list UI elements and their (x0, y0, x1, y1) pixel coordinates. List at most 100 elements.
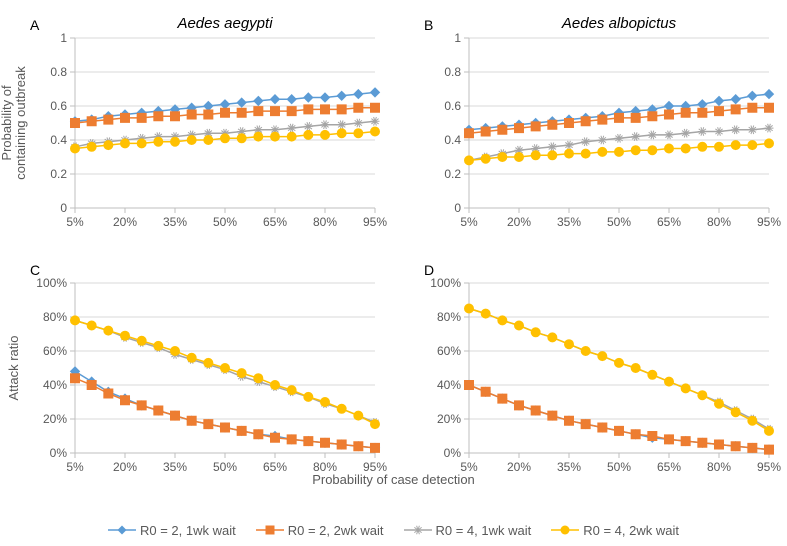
marker-icon (371, 88, 380, 97)
legend-item-s1: R0 = 2, 1wk wait (108, 523, 236, 538)
x-tick-label: 50% (606, 215, 630, 229)
marker-icon (137, 336, 146, 345)
panel-letter: D (424, 262, 434, 278)
marker-icon (464, 381, 473, 390)
panel-svg: 0%20%40%60%80%100%5%20%35%50%65%80%95%D (394, 255, 787, 495)
marker-icon (681, 384, 690, 393)
y-tick-label: 60% (436, 344, 460, 358)
marker-icon (714, 399, 723, 408)
marker-icon (597, 423, 606, 432)
marker-icon (714, 107, 723, 116)
legend-label: R0 = 2, 2wk wait (288, 523, 384, 538)
marker-icon (354, 119, 363, 128)
marker-icon (271, 433, 280, 442)
marker-icon (731, 105, 740, 114)
marker-icon (531, 328, 540, 337)
marker-icon (664, 435, 673, 444)
y-tick-label: 0.4 (444, 133, 461, 147)
marker-icon (564, 141, 573, 150)
y-tick-label: 0 (454, 201, 461, 215)
marker-icon (154, 406, 163, 415)
marker-icon (714, 142, 723, 151)
legend-swatch-icon (404, 523, 432, 537)
marker-icon (354, 103, 363, 112)
marker-icon (337, 91, 346, 100)
marker-icon (531, 406, 540, 415)
marker-icon (121, 139, 130, 148)
marker-icon (104, 115, 113, 124)
marker-icon (287, 132, 296, 141)
marker-icon (204, 110, 213, 119)
legend-swatch-icon (108, 523, 136, 537)
marker-icon (321, 398, 330, 407)
marker-icon (714, 127, 723, 136)
marker-icon (321, 438, 330, 447)
legend-item-s3: R0 = 4, 1wk wait (404, 523, 532, 538)
marker-icon (121, 331, 130, 340)
x-tick-label: 95% (363, 215, 387, 229)
marker-icon (237, 426, 246, 435)
marker-icon (87, 321, 96, 330)
y-tick-label: 0.8 (444, 65, 461, 79)
marker-icon (497, 394, 506, 403)
marker-icon (697, 127, 706, 136)
marker-icon (287, 107, 296, 116)
marker-icon (121, 396, 130, 405)
x-tick-label: 50% (213, 215, 237, 229)
marker-icon (254, 430, 263, 439)
y-tick-label: 60% (43, 344, 67, 358)
marker-icon (714, 96, 723, 105)
panel-b: 00.20.40.60.815%20%35%50%65%80%95%BAedes… (394, 10, 787, 255)
marker-icon (271, 107, 280, 116)
marker-icon (221, 423, 230, 432)
panel-svg: 0%20%40%60%80%100%5%20%35%50%65%80%95%CA… (0, 255, 393, 495)
marker-icon (647, 370, 656, 379)
x-tick-label: 20% (506, 215, 530, 229)
y-tick-label: 0.4 (50, 133, 67, 147)
marker-icon (597, 136, 606, 145)
marker-icon (154, 137, 163, 146)
marker-icon (154, 341, 163, 350)
legend-swatch-icon (256, 523, 284, 537)
marker-icon (337, 105, 346, 114)
marker-icon (681, 108, 690, 117)
marker-icon (564, 149, 573, 158)
y-axis-title: Attack ratio (6, 335, 21, 400)
marker-icon (764, 426, 773, 435)
marker-icon (304, 437, 313, 446)
marker-icon (597, 115, 606, 124)
marker-icon (581, 137, 590, 146)
marker-icon (304, 130, 313, 139)
marker-icon (171, 347, 180, 356)
y-tick-label: 0.6 (50, 99, 67, 113)
marker-icon (581, 149, 590, 158)
x-tick-label: 65% (263, 215, 287, 229)
marker-icon (321, 105, 330, 114)
marker-icon (564, 340, 573, 349)
legend-label: R0 = 2, 1wk wait (140, 523, 236, 538)
series-line-s4 (469, 309, 769, 431)
marker-icon (631, 113, 640, 122)
marker-icon (337, 120, 346, 129)
series-line-s1 (75, 371, 375, 448)
marker-icon (71, 144, 80, 153)
marker-icon (497, 153, 506, 162)
panel-c: 0%20%40%60%80%100%5%20%35%50%65%80%95%CA… (0, 255, 394, 500)
panel-title: Aedes albopictus (560, 15, 676, 32)
marker-icon (154, 112, 163, 121)
marker-icon (304, 122, 313, 131)
marker-icon (681, 437, 690, 446)
panel-d: 0%20%40%60%80%100%5%20%35%50%65%80%95%D (394, 255, 787, 500)
panel-a: 00.20.40.60.815%20%35%50%65%80%95%AAedes… (0, 10, 394, 255)
marker-icon (697, 108, 706, 117)
marker-icon (271, 95, 280, 104)
marker-icon (354, 129, 363, 138)
marker-icon (631, 364, 640, 373)
marker-icon (371, 443, 380, 452)
y-tick-label: 0.6 (444, 99, 461, 113)
marker-icon (731, 126, 740, 135)
marker-icon (581, 117, 590, 126)
x-tick-label: 65% (656, 215, 680, 229)
legend-item-s2: R0 = 2, 2wk wait (256, 523, 384, 538)
x-tick-label: 80% (706, 215, 730, 229)
